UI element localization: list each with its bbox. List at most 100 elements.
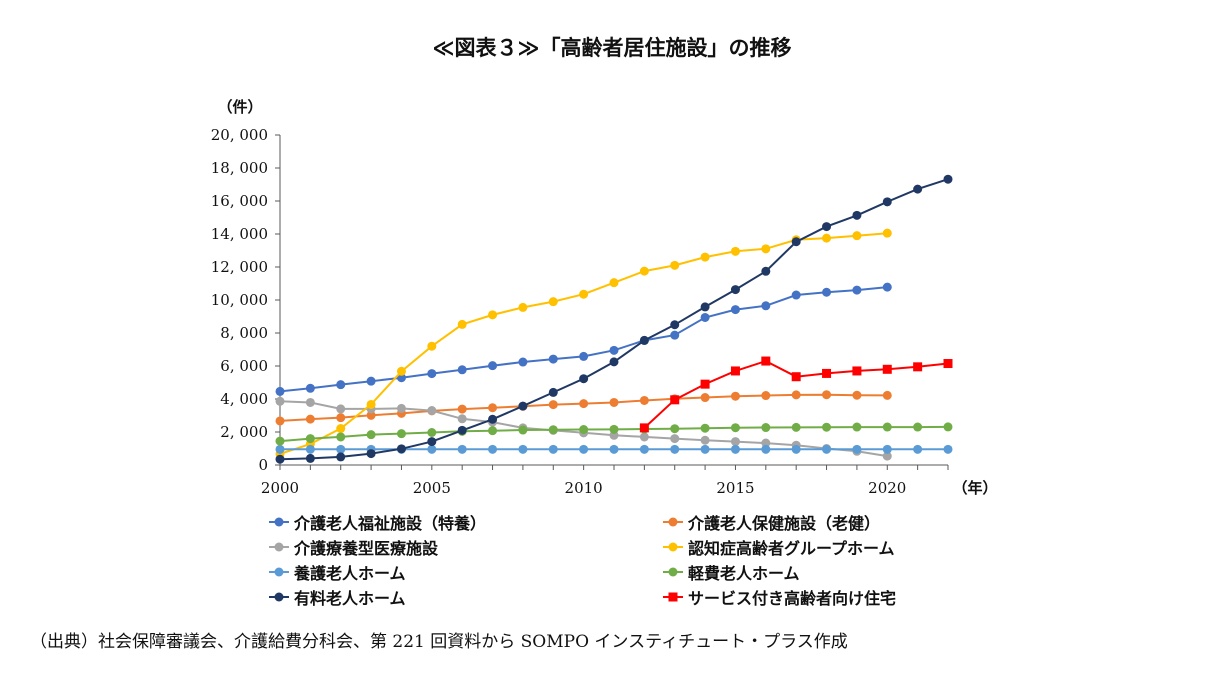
data-point: [518, 401, 528, 411]
data-point: [305, 444, 315, 454]
data-point: [488, 444, 498, 454]
data-point: [336, 413, 346, 423]
axes: 0 2, 000 4, 000 6, 000 8, 000 10, 000 12, 000 1…: [211, 98, 998, 497]
data-point: [852, 210, 862, 220]
data-point: [275, 396, 285, 406]
legend-label: 養護老人ホーム: [294, 564, 406, 583]
data-point: [882, 451, 892, 461]
data-point: [913, 184, 923, 194]
data-point: [579, 351, 589, 361]
x-tick-label: 2015: [716, 479, 754, 497]
data-point: [700, 379, 710, 389]
data-point: [670, 320, 680, 330]
data-point: [700, 444, 710, 454]
data-point: [670, 424, 680, 434]
data-point: [639, 335, 649, 345]
legend-label: サービス付き高齢者向け住宅: [688, 589, 897, 608]
y-tick-label: 8, 000: [220, 324, 268, 342]
data-point: [336, 432, 346, 442]
legend-item: 介護老人福祉施設（特養）: [268, 510, 662, 534]
data-point: [882, 390, 892, 400]
data-point: [366, 410, 376, 420]
data-point: [761, 301, 771, 311]
data-point: [670, 395, 680, 405]
data-point: [579, 444, 589, 454]
data-point: [609, 278, 619, 288]
data-point: [609, 444, 619, 454]
data-point: [730, 391, 740, 401]
data-point: [488, 361, 498, 371]
data-point: [427, 444, 437, 454]
data-point: [457, 365, 467, 375]
data-point: [943, 174, 953, 184]
data-point: [943, 422, 953, 432]
data-point: [609, 397, 619, 407]
legend-label: 介護療養型医療施設: [294, 539, 439, 558]
data-point: [548, 387, 558, 397]
data-point: [275, 416, 285, 426]
data-point: [518, 357, 528, 367]
data-point: [639, 432, 649, 442]
y-axis-unit: （件）: [217, 98, 262, 116]
data-point: [396, 373, 406, 383]
legend-label: 軽費老人ホーム: [688, 564, 800, 583]
data-point: [518, 444, 528, 454]
data-point: [639, 444, 649, 454]
data-point: [396, 429, 406, 439]
data-point: [730, 437, 740, 447]
data-point: [700, 423, 710, 433]
data-point: [579, 399, 589, 409]
data-point: [579, 374, 589, 384]
legend-item: 有料老人ホーム: [268, 585, 662, 609]
legend-swatch: [663, 567, 683, 577]
data-point: [518, 425, 528, 435]
legend-item: 養護老人ホーム: [268, 560, 662, 584]
data-point: [730, 366, 740, 376]
data-point: [670, 434, 680, 444]
data-point: [366, 430, 376, 440]
data-point: [336, 380, 346, 390]
data-point: [548, 354, 558, 364]
y-tick-label: 16, 000: [211, 192, 268, 210]
data-point: [791, 290, 801, 300]
data-point: [275, 436, 285, 446]
data-point: [730, 423, 740, 433]
source-note: （出典）社会保障審議会、介護給費分科会、第 221 回資料から SOMPO イン…: [30, 632, 848, 652]
data-point: [730, 285, 740, 295]
data-point: [761, 244, 771, 254]
data-point: [336, 452, 346, 462]
data-point: [609, 345, 619, 355]
series-7: [275, 174, 953, 464]
data-point: [305, 453, 315, 463]
legend-label: 介護老人福祉施設（特養）: [294, 514, 487, 533]
data-point: [730, 246, 740, 256]
legend-swatch: [663, 542, 683, 552]
series-1: [275, 282, 892, 396]
data-point: [822, 222, 832, 232]
data-point: [396, 403, 406, 413]
y-tick-label: 0: [258, 456, 268, 474]
y-tick-label: 2, 000: [220, 423, 268, 441]
data-point: [822, 368, 832, 378]
data-point: [427, 369, 437, 379]
data-point: [609, 357, 619, 367]
legend-swatch: [663, 517, 683, 527]
x-tick-label: 2020: [868, 479, 906, 497]
x-tick-label: 2010: [565, 479, 603, 497]
legend-swatch: [269, 592, 289, 602]
data-point: [639, 266, 649, 276]
series-line: [279, 178, 949, 461]
data-point: [700, 393, 710, 403]
legend-swatch: [269, 517, 289, 527]
data-point: [943, 359, 953, 369]
data-point: [730, 305, 740, 315]
data-point: [822, 422, 832, 432]
data-point: [336, 424, 346, 434]
data-point: [730, 444, 740, 454]
y-tick-label: 20, 000: [211, 126, 268, 144]
data-point: [913, 444, 923, 454]
data-point: [852, 231, 862, 241]
x-tick-label: 2000: [261, 479, 299, 497]
data-point: [791, 390, 801, 400]
data-point: [852, 422, 862, 432]
